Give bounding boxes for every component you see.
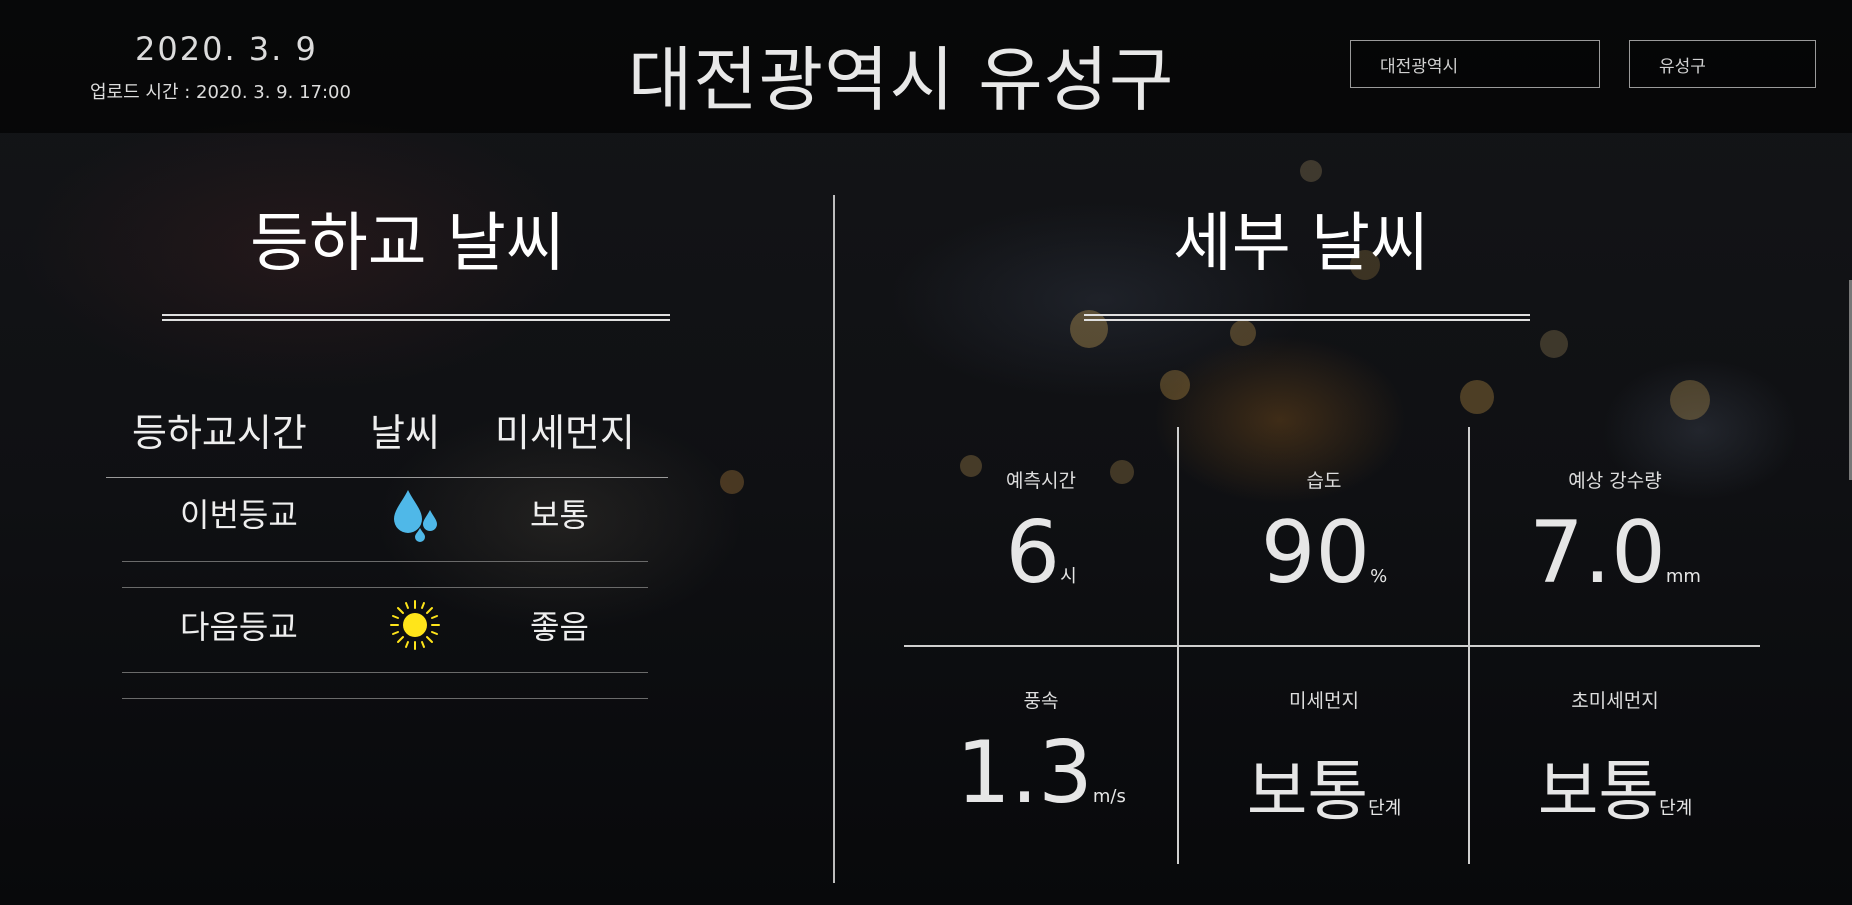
commute-title-underline [162, 314, 670, 321]
detail-title-underline [1084, 314, 1530, 321]
bokeh-light [1160, 370, 1190, 400]
stat-label: 예상 강수량 [1568, 470, 1662, 492]
stat-value: 1.3 [956, 723, 1093, 823]
stat-value-box: 6시 [901, 503, 1181, 603]
bokeh-light [1670, 380, 1710, 420]
stat-unit: % [1370, 566, 1388, 587]
bokeh-light [1300, 160, 1322, 182]
stat-value-box: 보통단계 [1184, 738, 1464, 834]
top-bar [0, 0, 1852, 133]
bokeh-light [720, 470, 744, 494]
stat-value: 보통 [1246, 753, 1369, 830]
row-divider [122, 587, 648, 588]
stat-unit: 단계 [1368, 798, 1402, 819]
grid-hline [904, 645, 1760, 647]
row-dust-value: 보통 [530, 496, 589, 534]
stat-unit: m/s [1092, 786, 1126, 807]
bokeh-light [1460, 380, 1494, 414]
row-divider [122, 698, 648, 699]
bokeh-light [1540, 330, 1568, 358]
row-time-label: 다음등교 [180, 608, 298, 646]
upload-time-text: 업로드 시간 : 2020. 3. 9. 17:00 [90, 82, 351, 103]
stat-label: 초미세먼지 [1571, 690, 1659, 712]
stat-value: 6 [1005, 503, 1061, 603]
stat-label: 풍속 [1023, 690, 1059, 712]
commute-weather-title: 등하교 날씨 [250, 207, 565, 281]
stat-value: 90 [1260, 503, 1371, 603]
table-header-divider [106, 477, 668, 478]
raindrops-icon [392, 488, 440, 546]
stat-label: 습도 [1306, 470, 1342, 492]
stat-value: 7.0 [1529, 503, 1666, 603]
stat-value-box: 7.0mm [1475, 503, 1755, 603]
stat-value-box: 1.3m/s [901, 723, 1181, 823]
panel-divider [833, 195, 835, 883]
row-divider [122, 672, 648, 673]
scrollbar-thumb[interactable] [1849, 280, 1852, 480]
detail-weather-title: 세부 날씨 [1173, 207, 1429, 281]
row-time-label: 이번등교 [180, 496, 298, 534]
stat-value-box: 90% [1184, 503, 1464, 603]
column-header-time: 등하교시간 [132, 411, 307, 455]
row-dust-value: 좋음 [530, 608, 589, 646]
row-divider [122, 561, 648, 562]
stat-value: 보통 [1537, 753, 1660, 830]
sun-icon [388, 598, 442, 656]
location-title: 대전광역시 유성구 [628, 39, 1175, 121]
column-header-dust: 미세먼지 [495, 411, 635, 455]
stat-label: 예측시간 [1006, 470, 1076, 492]
city-select[interactable]: 대전광역시 [1350, 40, 1600, 88]
date-text: 2020. 3. 9 [135, 30, 318, 68]
district-select[interactable]: 유성구 [1629, 40, 1816, 88]
column-header-weather: 날씨 [370, 411, 440, 455]
bokeh-light [1230, 320, 1256, 346]
stat-unit: mm [1665, 566, 1701, 587]
stat-value-box: 보통단계 [1475, 738, 1755, 834]
stat-unit: 단계 [1659, 798, 1693, 819]
stat-unit: 시 [1060, 566, 1077, 587]
stat-label: 미세먼지 [1289, 690, 1359, 712]
